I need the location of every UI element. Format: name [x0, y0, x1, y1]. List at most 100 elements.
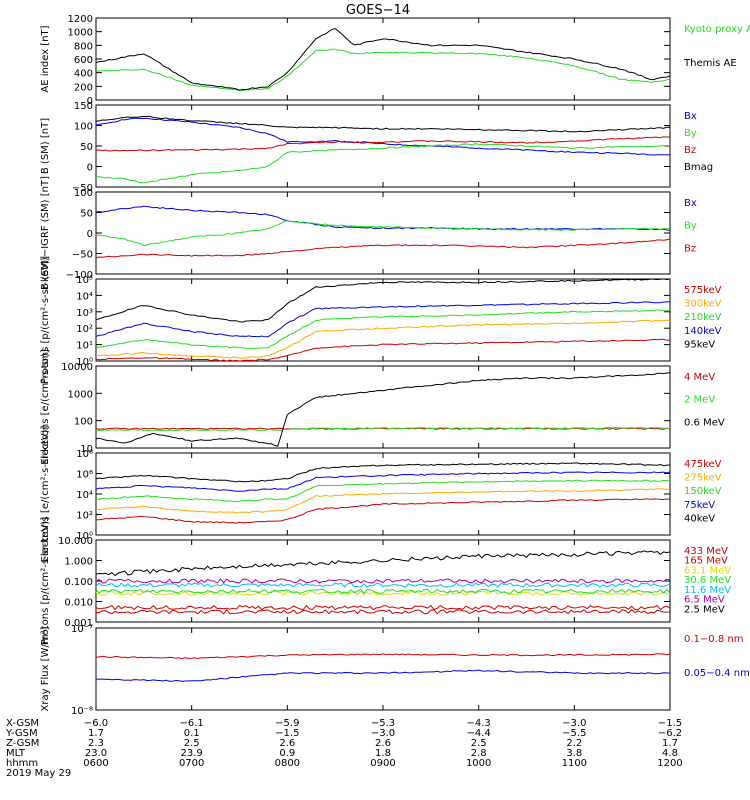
- ephemeris-value: 1.7: [88, 728, 104, 739]
- legend-label: 140keV: [684, 326, 722, 337]
- legend-label: 2.5 MeV: [684, 604, 725, 615]
- y-tick-label: 10⁻⁸: [71, 706, 93, 717]
- panel-4: 10⁰ 10¹ 10² 10³ 10⁴ 10⁵ Protons [p/(cm²-s-sr-k…: [40, 256, 722, 384]
- y-tick-label: 600: [74, 55, 93, 66]
- series-line: [96, 205, 670, 231]
- ephemeris-value: 2.5: [471, 738, 487, 749]
- y-tick-label: 10⁰: [76, 357, 93, 368]
- y-tick-label: 10.000: [58, 536, 93, 547]
- ephemeris-value: −4.4: [467, 728, 491, 739]
- y-axis-label: Electrons [e/(cm²-s-sr-keV)]: [40, 425, 51, 562]
- legend-label: By: [684, 128, 697, 139]
- y-tick-label: 10²: [76, 324, 93, 335]
- y-tick-label: 10⁻⁷: [71, 624, 93, 635]
- legend-label: 275keV: [684, 473, 722, 484]
- y-tick-label: 10²: [76, 511, 93, 522]
- y-axis-label: Protons [p/(cm²-s-sr-keV)]: [40, 256, 51, 384]
- y-tick-label: 400: [74, 69, 93, 80]
- legend-label: Bz: [684, 243, 696, 254]
- panel-frame: [95, 104, 671, 188]
- series-line: [96, 319, 670, 359]
- series-line: [96, 426, 670, 432]
- y-tick-label: 100: [74, 188, 93, 199]
- series-line: [96, 220, 670, 247]
- panel-3: −100 −50 0 50 100 B (SM)−IGRF (SM) [nT] Bx By Bz: [40, 176, 697, 290]
- legend-label: Kyoto proxy AE: [684, 24, 750, 35]
- series-line: [96, 143, 670, 184]
- page-title: GOES−14: [346, 3, 410, 18]
- legend-label: 11.6 MeV: [684, 585, 731, 596]
- y-tick-label: 50: [80, 209, 93, 220]
- y-tick-label: 10⁸: [76, 449, 93, 460]
- y-tick-label: 1.000: [64, 557, 93, 568]
- y-tick-label: 0.001: [64, 618, 93, 629]
- ephemeris-value: −1.5: [275, 728, 299, 739]
- series-line: [96, 550, 670, 577]
- series-line: [96, 471, 670, 492]
- ephemeris-value: 1.8: [375, 748, 391, 759]
- y-tick-label: 10⁶: [76, 470, 93, 481]
- panel-7: 0.001 0.010 0.100 1.000 10.000 Protons [p/(cm…: [40, 517, 731, 645]
- legend-label: 4 MeV: [684, 372, 715, 383]
- y-axis-label: B (SM) [nT]: [40, 118, 51, 174]
- series-line: [96, 669, 670, 682]
- y-tick-label: 10⁴: [76, 291, 93, 302]
- ephemeris-value: 2.6: [375, 738, 391, 749]
- ephemeris-value: 2.3: [88, 738, 104, 749]
- y-tick-label: 10⁵: [76, 275, 93, 286]
- y-tick-label: 10³: [76, 308, 93, 319]
- y-tick-label: 10⁰: [76, 531, 93, 542]
- y-tick-label: 100: [74, 417, 93, 428]
- series-line: [96, 498, 670, 524]
- ephemeris-value: −5.5: [562, 728, 586, 739]
- series-line: [96, 117, 670, 156]
- legend-label: Bx: [684, 198, 697, 209]
- series-line: [96, 309, 670, 349]
- y-tick-label: 10000: [61, 362, 93, 373]
- ephemeris-value: 1100: [562, 758, 587, 769]
- legend-label: 40keV: [684, 513, 715, 524]
- y-tick-label: 1200: [68, 14, 93, 25]
- ephemeris-row-label: Y-GSM: [5, 728, 38, 739]
- series-line: [96, 338, 670, 361]
- legend-label: Bx: [684, 111, 697, 122]
- ephemeris-value: −3.0: [371, 728, 395, 739]
- y-tick-label: −100: [66, 270, 93, 281]
- series-line: [96, 115, 670, 133]
- panel-8: 10⁻⁸ 10⁻⁷ Xray Flux [W/m²] 0.1−0.8 nm 0.05−0…: [40, 624, 750, 717]
- legend-label: 210keV: [684, 312, 722, 323]
- ephemeris-row-label: MLT: [6, 748, 26, 759]
- series-line: [96, 238, 670, 259]
- y-tick-label: 10: [80, 444, 93, 455]
- ephemeris-value: 0800: [275, 758, 300, 769]
- y-tick-label: 10⁴: [76, 490, 93, 501]
- legend-label: 75keV: [684, 500, 715, 511]
- y-tick-label: 800: [74, 41, 93, 52]
- ephemeris-value: 0600: [83, 758, 108, 769]
- y-tick-label: 150: [74, 101, 93, 112]
- series-line: [96, 301, 670, 338]
- ephemeris-value: 1200: [657, 758, 682, 769]
- legend-label: 475keV: [684, 459, 722, 470]
- ephemeris-value: 0.1: [184, 728, 200, 739]
- date-label: 2019 May 29: [6, 768, 71, 779]
- series-line: [96, 578, 670, 584]
- y-axis-label: Protons [p/(cm²-s-sr-keV)]: [40, 517, 51, 645]
- y-tick-label: 1000: [68, 28, 93, 39]
- y-tick-label: 10¹: [76, 341, 93, 352]
- series-line: [96, 609, 670, 615]
- ephemeris-value: 1.7: [662, 738, 678, 749]
- ephemeris-value: 0700: [179, 758, 204, 769]
- panel-1: 0 200 400 600 800 1000 1200 AE index [nT] Kyoto …: [40, 14, 750, 107]
- legend-label: Bmag: [684, 162, 713, 173]
- panel-frame: [95, 627, 671, 711]
- legend-label: 165 MeV: [684, 556, 728, 567]
- series-line: [96, 48, 670, 92]
- legend-label: 0.05−0.4 nm: [684, 668, 750, 679]
- y-axis-label: AE index [nT]: [40, 25, 51, 92]
- legend-label: Themis AE: [683, 58, 737, 69]
- ephemeris-value: 2.2: [566, 738, 582, 749]
- ephemeris-value: 23.0: [85, 748, 107, 759]
- series-line: [96, 604, 670, 611]
